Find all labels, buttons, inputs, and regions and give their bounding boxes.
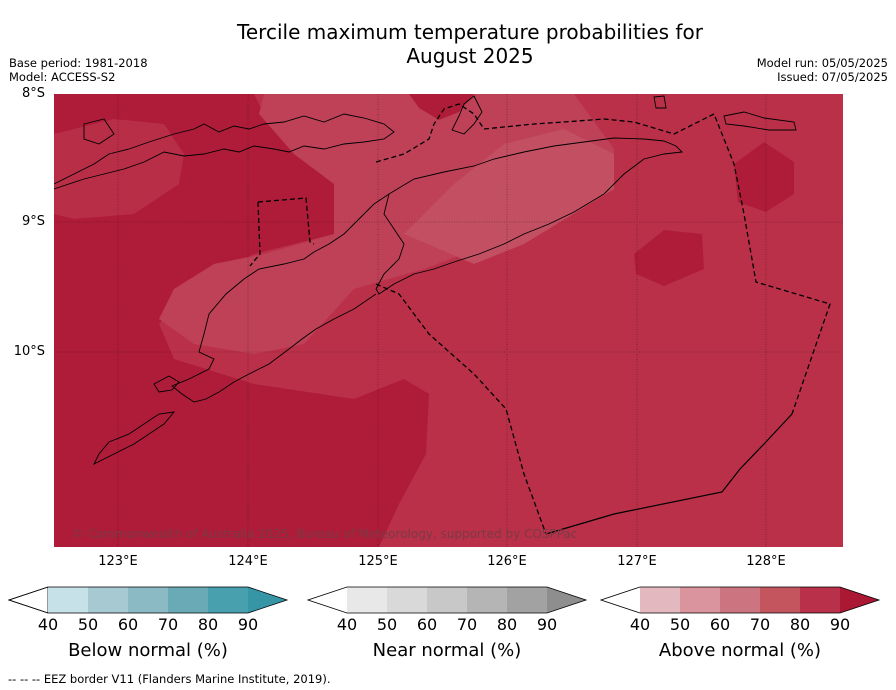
below-bin-50-60: [88, 587, 128, 613]
tick: 90: [829, 615, 851, 634]
eez-border-southeast: [545, 413, 793, 535]
near-bin-80-90: [507, 587, 547, 613]
colorbar-below-normal: [8, 586, 289, 614]
tick: 40: [336, 615, 358, 634]
lon-label-126e: 126°E: [487, 554, 527, 569]
tick: 40: [37, 615, 59, 634]
issued-date: Issued: 07/05/2025: [777, 70, 888, 84]
below-bin-60-70: [128, 587, 168, 613]
meta-left: Base period: 1981-2018 Model: ACCESS-S2: [9, 56, 148, 84]
tick: 60: [709, 615, 731, 634]
near-bin-60-70: [427, 587, 467, 613]
meta-right: Model run: 05/05/2025 Issued: 07/05/2025: [757, 56, 888, 84]
lat-label-10s: 10°S: [13, 344, 45, 359]
above-bin-50-60: [680, 587, 720, 613]
tick: 50: [376, 615, 398, 634]
lon-label-124e: 124°E: [228, 554, 268, 569]
tick: 80: [496, 615, 518, 634]
small-island-east: [653, 95, 667, 109]
model-run: Model run: 05/05/2025: [756, 56, 888, 70]
eez-border: [249, 103, 831, 535]
below-bin-70-80: [168, 587, 208, 613]
above-bin-80-90: [800, 587, 840, 613]
timor-coast-west: [171, 193, 390, 403]
tick: 90: [237, 615, 259, 634]
lat-label-8s: 8°S: [21, 86, 45, 101]
title-line-1: Tercile maximum temperature probabilitie…: [237, 20, 703, 44]
lat-label-9s: 9°S: [21, 214, 45, 229]
tick: 90: [536, 615, 558, 634]
probability-field-90-east: [734, 142, 794, 212]
tick: 80: [197, 615, 219, 634]
eez-footnote: -- -- -- EEZ border V11 (Flanders Marine…: [8, 672, 331, 686]
colorbar-above-normal: [600, 586, 881, 614]
chart-title: Tercile maximum temperature probabilitie…: [200, 20, 740, 68]
tick: 80: [789, 615, 811, 634]
tick: 70: [749, 615, 771, 634]
tick: 50: [77, 615, 99, 634]
below-bin-80-90: [208, 587, 248, 613]
eez-border-north: [375, 103, 831, 415]
model-name: Model: ACCESS-S2: [9, 70, 116, 84]
tick: 60: [416, 615, 438, 634]
lon-label-125e: 125°E: [358, 554, 398, 569]
colorbar-below-label: Below normal (%): [68, 640, 228, 661]
flores-coast: [54, 113, 395, 190]
tick: 70: [157, 615, 179, 634]
copyright-notice: © Commonwealth of Australia 2025, Bureau…: [72, 527, 578, 541]
above-bin-60-70: [720, 587, 760, 613]
lon-label-128e: 128°E: [746, 554, 786, 569]
small-island-northwest: [83, 118, 115, 145]
tick: 40: [629, 615, 651, 634]
probability-field-90-southeast: [634, 230, 704, 286]
lon-label-127e: 127°E: [617, 554, 657, 569]
map-svg: [54, 94, 843, 547]
colorbar-above-label: Above normal (%): [658, 640, 822, 661]
graticule: [54, 94, 843, 547]
title-line-2: August 2025: [406, 44, 534, 68]
tick: 50: [669, 615, 691, 634]
probability-field-80-northwest: [54, 119, 184, 219]
colorbar-near-label: Near normal (%): [372, 640, 522, 661]
timor-coast-east: [375, 137, 683, 295]
map-panel: [54, 94, 843, 547]
colorbar-near-normal: [307, 586, 588, 614]
near-bin-40-50: [347, 587, 387, 613]
coastlines: [54, 95, 797, 466]
probability-field-90-west: [54, 94, 429, 547]
atauro-island: [451, 95, 483, 135]
eez-border-oecusse: [249, 197, 315, 267]
lon-label-123e: 123°E: [98, 554, 138, 569]
tick: 70: [456, 615, 478, 634]
near-bin-70-80: [467, 587, 507, 613]
above-bin-40-50: [640, 587, 680, 613]
probability-field-70-light: [404, 129, 614, 264]
eez-border-south: [375, 283, 547, 535]
semau-island: [153, 375, 180, 393]
probability-field-90-north: [409, 94, 474, 120]
wetar-island: [723, 111, 797, 131]
above-bin-70-80: [760, 587, 800, 613]
near-bin-50-60: [387, 587, 427, 613]
rote-island: [92, 411, 176, 466]
tick: 60: [117, 615, 139, 634]
base-period: Base period: 1981-2018: [9, 56, 148, 70]
below-bin-40-50: [48, 587, 88, 613]
